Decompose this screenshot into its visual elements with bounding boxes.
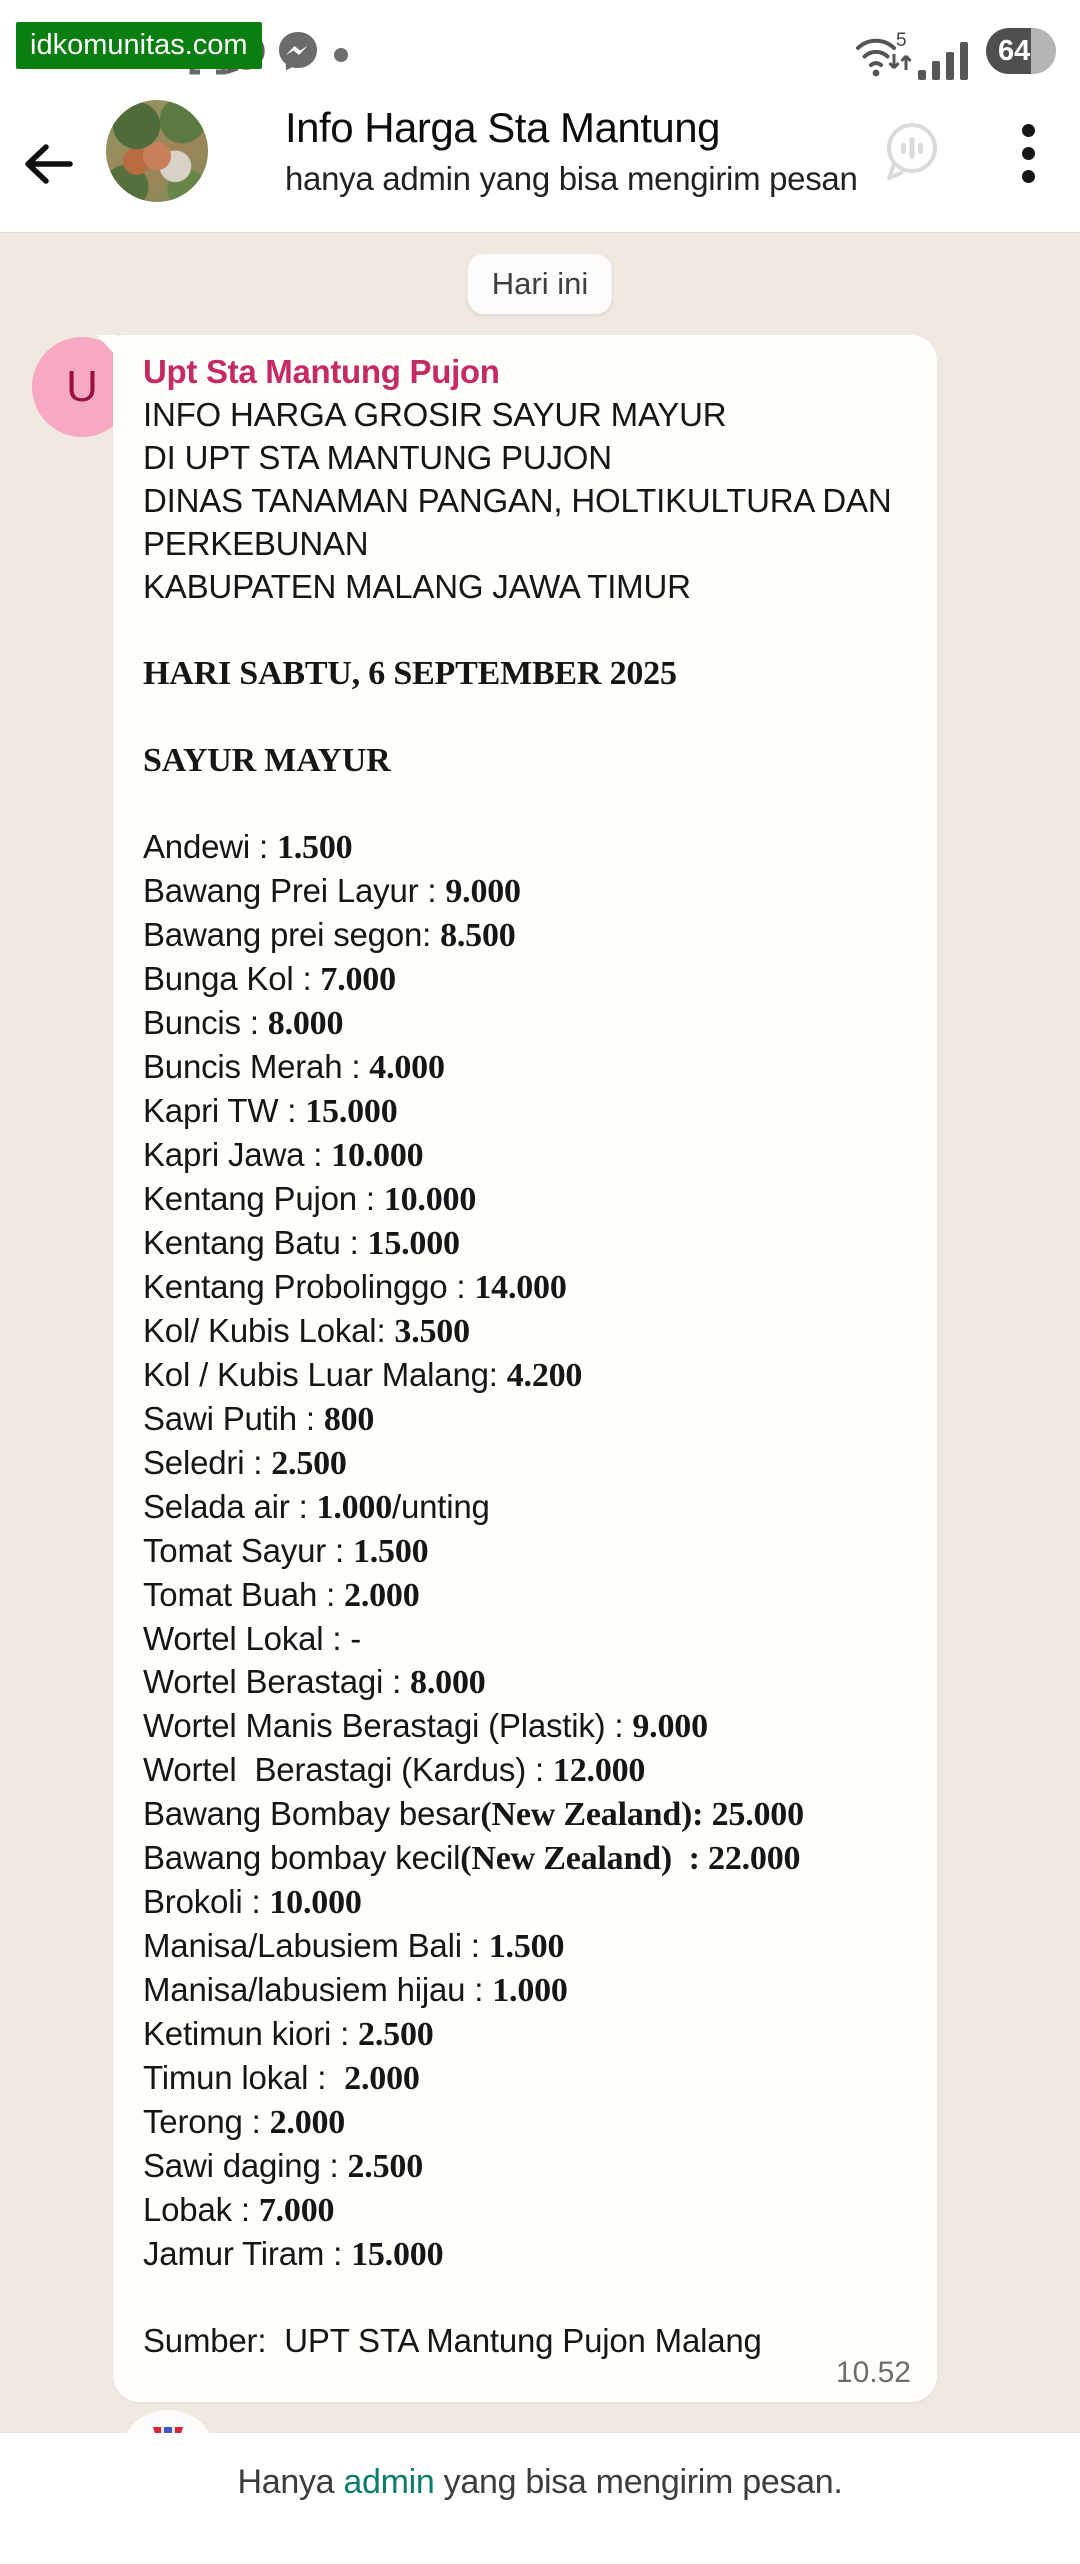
- battery-percent: 64: [998, 34, 1031, 67]
- message-line: SAYUR MAYUR: [143, 742, 391, 779]
- footer-admin-word: admin: [343, 2463, 435, 2501]
- wifi-icon: 5: [852, 28, 916, 84]
- message-line: Bawang prei segon: 8.500: [143, 916, 516, 954]
- message-time: 10.52: [835, 2356, 911, 2389]
- message-line: Jamur Tiram : 15.000: [143, 2235, 444, 2273]
- message-line: Kentang Batu : 15.000: [143, 1224, 460, 1262]
- message-line: Wortel Berastagi : 8.000: [143, 1663, 486, 1701]
- channel-subtitle: hanya admin yang bisa mengirim pesan: [285, 160, 858, 197]
- channel-avatar[interactable]: [106, 100, 208, 202]
- message-line: Wortel Manis Berastagi (Plastik) : 9.000: [143, 1707, 708, 1745]
- message-bubble[interactable]: Upt Sta Mantung Pujon INFO HARGA GROSIR …: [97, 335, 937, 2402]
- message-line: Kentang Probolinggo : 14.000: [143, 1268, 567, 1306]
- notification-dot: [334, 48, 348, 62]
- message-line: Sawi Putih : 800: [143, 1400, 375, 1438]
- message-line: [143, 2276, 909, 2319]
- date-chip: Hari ini: [467, 254, 613, 314]
- message-line: [143, 608, 909, 651]
- message-line: Ketimun kiori : 2.500: [143, 2015, 434, 2053]
- message-line: Buncis : 8.000: [143, 1004, 344, 1042]
- message-line: DI UPT STA MANTUNG PUJON: [143, 439, 612, 476]
- messenger-icon: [274, 28, 322, 76]
- wifi-speed-label: 5: [896, 30, 907, 51]
- message-line: Kapri TW : 15.000: [143, 1092, 398, 1130]
- channel-voice-icon[interactable]: [880, 120, 942, 186]
- header-texts[interactable]: Info Harga Sta Mantung hanya admin yang …: [285, 104, 880, 198]
- message-line: Manisa/Labusiem Bali : 1.500: [143, 1927, 565, 1965]
- message-line: Buncis Merah : 4.000: [143, 1048, 445, 1086]
- message-line: Bawang Bombay besar(New Zealand): 25.000: [143, 1795, 804, 1833]
- message-line: Manisa/labusiem hijau : 1.000: [143, 1971, 568, 2009]
- chat-header: Info Harga Sta Mantung hanya admin yang …: [0, 92, 1080, 232]
- message-line: Terong : 2.000: [143, 2103, 346, 2141]
- message-line: Kapri Jawa : 10.000: [143, 1136, 424, 1174]
- message-lines: INFO HARGA GROSIR SAYUR MAYUR DI UPT STA …: [143, 393, 909, 2362]
- message-line: Wortel Lokal : -: [143, 1620, 362, 1657]
- message-line: Wortel Berastagi (Kardus) : 12.000: [143, 1751, 646, 1789]
- message-line: Seledri : 2.500: [143, 1444, 347, 1482]
- chat-area: Hari ini U Upt Sta Mantung Pujon INFO HA…: [0, 232, 1080, 2502]
- message-line: PERKEBUNAN: [143, 525, 369, 562]
- watermark-badge: idkomunitas.com: [16, 22, 262, 69]
- message-line: INFO HARGA GROSIR SAYUR MAYUR: [143, 396, 727, 433]
- back-button[interactable]: [20, 136, 76, 192]
- message-line: [143, 782, 909, 825]
- kebab-menu-button[interactable]: [1004, 114, 1052, 210]
- message-line: Andewi : 1.500: [143, 828, 353, 866]
- message-line: DINAS TANAMAN PANGAN, HOLTIKULTURA DAN: [143, 482, 892, 519]
- message-line: Selada air : 1.000/unting: [143, 1488, 490, 1526]
- message-line: Bawang bombay kecil(New Zealand) : 22.00…: [143, 1839, 801, 1877]
- sender-name[interactable]: Upt Sta Mantung Pujon: [143, 353, 500, 390]
- message-line: Kol / Kubis Luar Malang: 4.200: [143, 1356, 583, 1394]
- message-line: Brokoli : 10.000: [143, 1883, 362, 1921]
- message-line: Kol/ Kubis Lokal: 3.500: [143, 1312, 470, 1350]
- channel-title: Info Harga Sta Mantung: [285, 104, 720, 151]
- message-line: Lobak : 7.000: [143, 2191, 335, 2229]
- footer-notice: Hanya admin yang bisa mengirim pesan.: [237, 2463, 843, 2501]
- message-line: HARI SABTU, 6 SEPTEMBER 2025: [143, 655, 677, 692]
- message-line: KABUPATEN MALANG JAWA TIMUR: [143, 568, 691, 605]
- message-line: Tomat Buah : 2.000: [143, 1576, 420, 1614]
- status-bar: idkomunitas.com 5: [0, 0, 1080, 92]
- message-line: Kentang Pujon : 10.000: [143, 1180, 477, 1218]
- footer-bar: Hanya admin yang bisa mengirim pesan.: [0, 2433, 1080, 2564]
- message-line: Tomat Sayur : 1.500: [143, 1532, 429, 1570]
- message-line: Sumber: UPT STA Mantung Pujon Malang: [143, 2322, 762, 2359]
- battery-indicator: 64: [986, 28, 1056, 74]
- message-line: Sawi daging : 2.500: [143, 2147, 424, 2185]
- message-line: [143, 695, 909, 738]
- message-line: Timun lokal : 2.000: [143, 2059, 420, 2097]
- message-line: Bawang Prei Layur : 9.000: [143, 872, 521, 910]
- signal-bars-icon: [918, 36, 976, 80]
- message-line: Bunga Kol : 7.000: [143, 960, 396, 998]
- message-wrap: U Upt Sta Mantung Pujon INFO HARGA GROSI…: [0, 335, 1080, 2502]
